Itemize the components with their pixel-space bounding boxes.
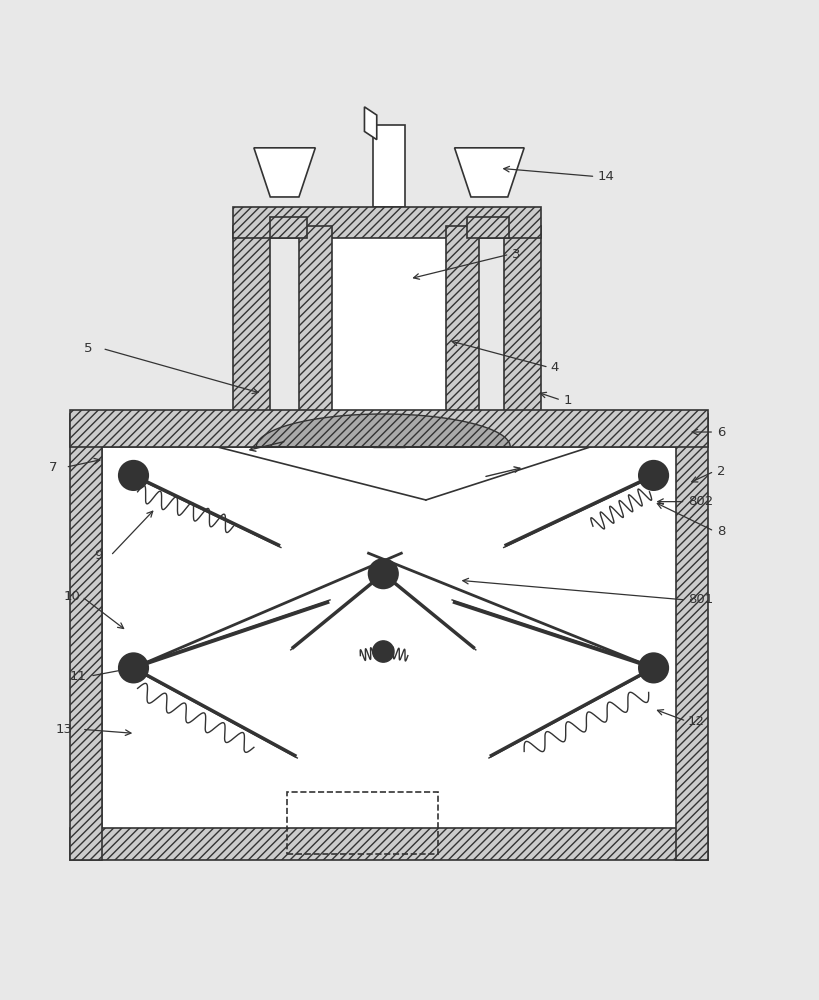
Bar [336, 353, 442, 373]
Bar [332, 238, 450, 447]
Text: 2: 2 [717, 465, 725, 478]
Polygon shape [455, 148, 524, 197]
Bar [287, 792, 438, 854]
Circle shape [119, 653, 148, 683]
Bar [373, 226, 405, 447]
Circle shape [647, 469, 660, 482]
Text: 14: 14 [598, 170, 615, 183]
Text: 7: 7 [49, 461, 57, 474]
Bar [70, 410, 708, 447]
Circle shape [369, 559, 398, 588]
Bar [373, 125, 405, 207]
Circle shape [639, 653, 668, 683]
Bar [336, 287, 442, 308]
Polygon shape [364, 107, 377, 140]
Circle shape [127, 661, 140, 674]
Bar [446, 226, 479, 447]
Text: 12: 12 [688, 715, 705, 728]
Text: 8: 8 [717, 525, 725, 538]
Polygon shape [254, 148, 315, 197]
Bar [102, 447, 684, 828]
Bar [233, 226, 270, 447]
Circle shape [373, 641, 394, 662]
Bar [336, 320, 442, 340]
Circle shape [639, 461, 668, 490]
Text: 6: 6 [717, 426, 725, 439]
Bar [299, 226, 332, 447]
Text: 1: 1 [563, 394, 572, 407]
Circle shape [379, 647, 387, 656]
Bar [676, 414, 708, 860]
Text: 5: 5 [84, 342, 92, 355]
Bar [70, 414, 102, 860]
Polygon shape [256, 414, 510, 447]
Text: 802: 802 [688, 495, 713, 508]
Bar [233, 207, 541, 238]
Text: 13: 13 [56, 723, 73, 736]
Circle shape [377, 567, 390, 580]
Circle shape [127, 469, 140, 482]
Text: 4: 4 [550, 361, 559, 374]
Bar [270, 217, 307, 238]
Text: 9: 9 [94, 549, 102, 562]
Text: 801: 801 [688, 593, 713, 606]
Text: 10: 10 [64, 590, 81, 603]
Bar [70, 828, 708, 860]
Text: 11: 11 [70, 670, 87, 683]
Circle shape [647, 661, 660, 674]
Text: 3: 3 [512, 248, 520, 261]
Circle shape [119, 461, 148, 490]
Bar [504, 226, 541, 447]
Bar [467, 217, 509, 238]
